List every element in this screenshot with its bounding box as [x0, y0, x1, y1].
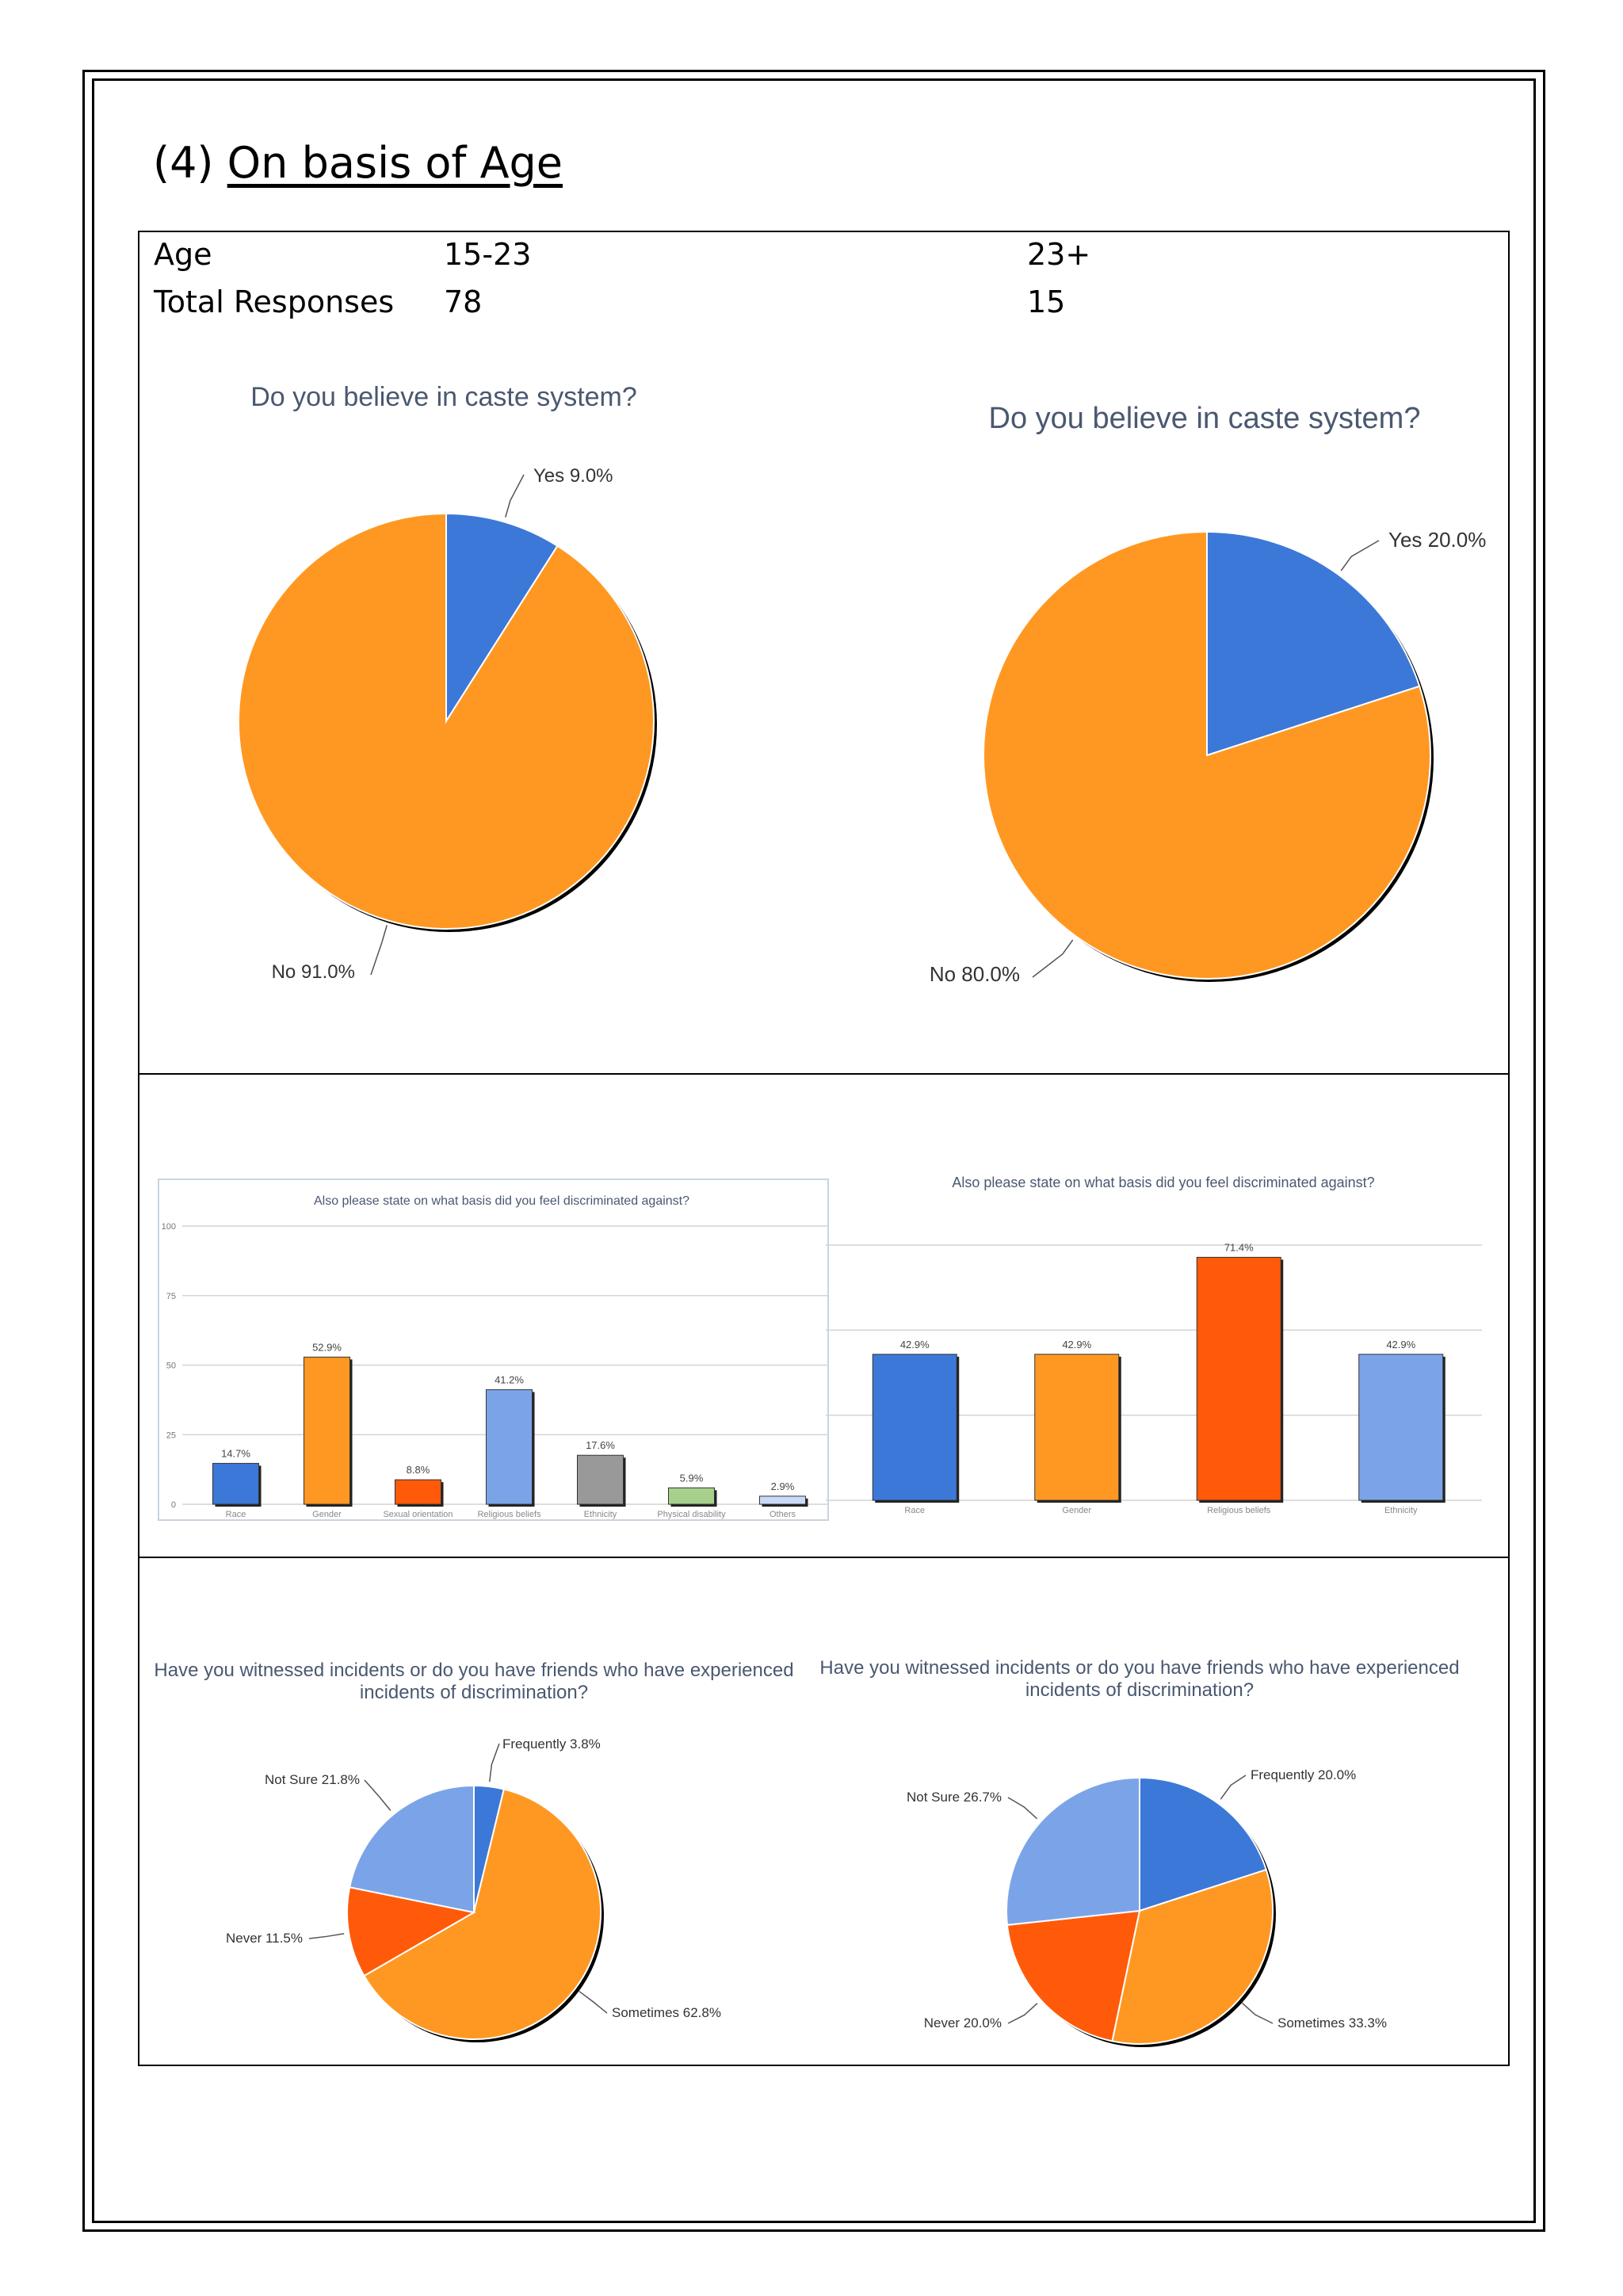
pie2-slice-no [983, 530, 1431, 980]
bar2-value-label: 42.9% [900, 1339, 930, 1350]
bar1-bar [304, 1356, 350, 1505]
bar1-category-label: Others [769, 1510, 796, 1519]
pie4-label: Not Sure 26.7% [907, 1790, 1002, 1805]
pie3-leader-line [489, 1743, 500, 1782]
bar1-value-label: 5.9% [680, 1472, 704, 1484]
bar2-category-label: Ethnicity [1384, 1506, 1418, 1515]
pie3-slice-never [346, 1886, 476, 1977]
pie2-label: No 80.0% [930, 962, 1020, 986]
total-responses-label: Total Responses [154, 285, 395, 319]
bar1-value-label: 2.9% [771, 1480, 795, 1492]
bar1-bar [668, 1487, 715, 1505]
pie2-slice-yes [1206, 530, 1421, 757]
heading-number: (4) [153, 138, 214, 188]
pie3-label: Never 11.5% [226, 1931, 303, 1946]
bar1-value-label: 52.9% [312, 1341, 342, 1353]
bar1-value-label: 8.8% [407, 1464, 430, 1476]
bar1-category-label: Race [226, 1510, 246, 1519]
page-border-outer [82, 70, 1545, 2232]
heading-text: On basis of Age [227, 138, 563, 188]
bar2-title: Also please state on what basis did you … [952, 1175, 1374, 1190]
age-group-2: 23+ [1027, 237, 1091, 272]
age-group-1: 15-23 [444, 237, 532, 272]
pie4-slice-sometimes [1111, 1868, 1274, 2045]
bar2-category-label: Race [904, 1506, 925, 1515]
bar1-bar [759, 1496, 806, 1505]
pie3-label: Not Sure 21.8% [265, 1772, 360, 1787]
pie4-title-line2: incidents of discrimination? [1025, 1679, 1254, 1701]
bar1-ytick-label: 0 [171, 1500, 176, 1510]
bar1-category-label: Sexual orientation [383, 1510, 453, 1519]
pie2-leader-line [1032, 939, 1074, 978]
bar1-ytick-label: 50 [166, 1362, 176, 1371]
bar1-value-label: 17.6% [586, 1439, 615, 1451]
bar1-ytick-label: 100 [162, 1222, 176, 1232]
pie4-label: Frequently 20.0% [1251, 1767, 1356, 1782]
pie4-leader-line [1007, 1797, 1038, 1820]
pie3-slice-not-sure [349, 1784, 475, 1914]
bar2-bar [1196, 1256, 1281, 1501]
pie1-slice-yes [445, 512, 559, 724]
bar1-category-label: Religious beliefs [477, 1510, 541, 1519]
pie1-label: Yes 9.0% [533, 465, 613, 487]
bar1-title: Also please state on what basis did you … [314, 1194, 689, 1208]
pie3-leader-line [308, 1933, 345, 1939]
pie4-label: Sometimes 33.3% [1277, 2015, 1387, 2030]
pie2-leader-line [1340, 540, 1380, 571]
bar2-value-label: 42.9% [1062, 1339, 1091, 1350]
table-row-divider [138, 1073, 1510, 1075]
bar1-category-label: Physical disability [657, 1510, 726, 1519]
pie3-title-line2: incidents of discrimination? [360, 1682, 588, 1703]
bar2-value-label: 71.4% [1224, 1241, 1254, 1253]
pie4-label: Never 20.0% [924, 2015, 1002, 2030]
pie4-slice-frequently [1139, 1776, 1268, 1912]
pie3-slice-sometimes [363, 1788, 601, 2040]
pie1-label: No 91.0% [272, 961, 355, 983]
pie4-slice-not-sure [1006, 1776, 1140, 1927]
pie1-leader-line [370, 925, 388, 976]
bar2-category-label: Religious beliefs [1207, 1506, 1271, 1515]
pie4-title-line1: Have you witnessed incidents or do you h… [819, 1657, 1459, 1679]
pie3-label: Frequently 3.8% [502, 1736, 601, 1752]
bar1-ytick-label: 25 [166, 1431, 176, 1440]
pie3-title-line1: Have you witnessed incidents or do you h… [154, 1660, 793, 1681]
bar1-value-label: 41.2% [495, 1373, 524, 1385]
responses-group-2: 15 [1027, 285, 1066, 319]
page-border-inner [92, 78, 1536, 2223]
pie2-label: Yes 20.0% [1388, 528, 1486, 552]
section-heading: (4) On basis of Age [153, 138, 563, 188]
age-label: Age [154, 237, 212, 272]
bar2-category-label: Gender [1062, 1506, 1091, 1515]
pie4-leader-line [1220, 1775, 1247, 1800]
pie4-slice-never [1006, 1909, 1141, 2042]
pie3-label: Sometimes 62.8% [612, 2005, 721, 2020]
bar1-bar [212, 1462, 259, 1505]
pie3-leader-line [579, 1990, 608, 2014]
bar1-ytick-label: 75 [166, 1292, 176, 1301]
table-row-divider [138, 1557, 1510, 1558]
pie1-title: Do you believe in caste system? [250, 382, 637, 412]
bar1-value-label: 14.7% [221, 1447, 250, 1459]
results-table [138, 231, 1510, 2066]
pie1-slice-no [238, 512, 655, 930]
bar2-bar [1034, 1354, 1120, 1501]
pie1-leader-line [505, 474, 525, 518]
pie2-title: Do you believe in caste system? [989, 402, 1421, 435]
bar2-value-label: 42.9% [1386, 1339, 1415, 1350]
bar1-category-label: Ethnicity [584, 1510, 617, 1519]
bar2-bar [1358, 1354, 1444, 1501]
bar1-category-label: Gender [312, 1510, 342, 1519]
pie3-leader-line [364, 1779, 391, 1811]
bar2-bar [872, 1354, 957, 1501]
bar1-bar [395, 1479, 441, 1505]
responses-group-1: 78 [444, 285, 483, 319]
bar1-bar [577, 1454, 624, 1505]
pie4-leader-line [1241, 2002, 1274, 2024]
bar1-bar [486, 1389, 533, 1505]
pie4-leader-line [1007, 2003, 1038, 2024]
